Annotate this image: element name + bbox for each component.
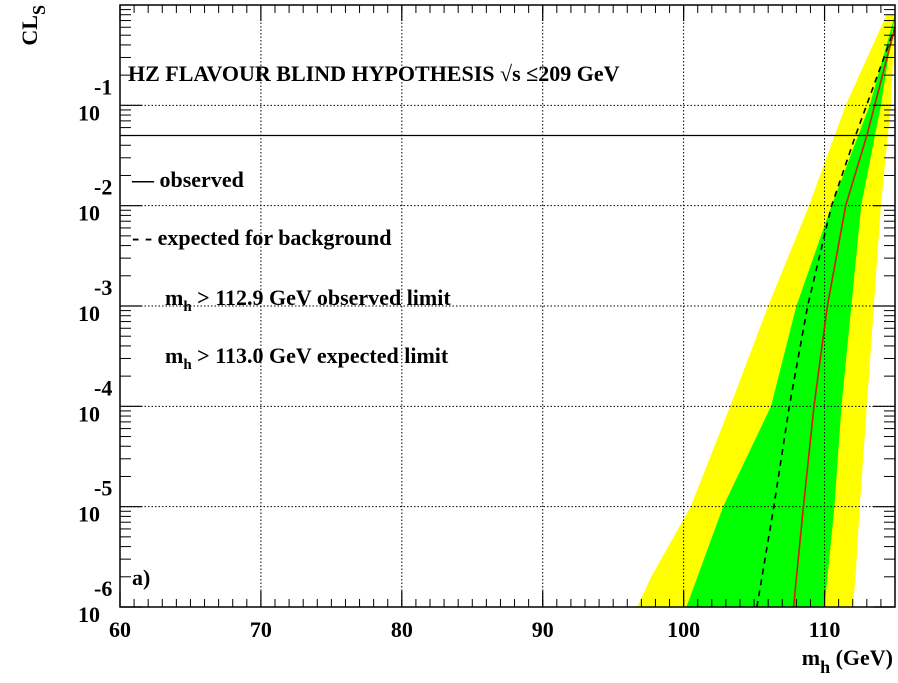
line (792, 27, 896, 608)
legend-entry: - - expected for background (132, 225, 392, 250)
x-tick-label: 80 (391, 617, 413, 642)
annotation: mh > 113.0 GeV expected limit (165, 343, 449, 373)
y-tick-label: 10 (78, 301, 100, 326)
x-tick-label: 70 (250, 617, 272, 642)
y-axis-label-main: CL (17, 15, 42, 46)
x-axis-label-sub: h (820, 657, 830, 677)
annotation-rest: > 112.9 GeV observed limit (192, 285, 452, 310)
y-tick-label: 10 (78, 201, 100, 226)
annotation-main: m (165, 343, 183, 368)
y-tick-label: 10 (78, 401, 100, 426)
x-tick-label: 60 (109, 617, 131, 642)
y-tick-exponent: -2 (94, 175, 112, 200)
y-tick-exponent: -1 (94, 74, 112, 99)
x-axis-label-main: m (802, 645, 820, 670)
x-axis-label: mh (GeV) (802, 645, 893, 677)
x-axis-label-rest: (GeV) (830, 645, 893, 670)
y-axis-label: CLS (17, 5, 49, 46)
chart-title: HZ FLAVOUR BLIND HYPOTHESIS √s ≤209 GeV (128, 61, 620, 86)
annotation-main: m (165, 285, 183, 310)
x-tick-label: 100 (667, 617, 700, 642)
y-tick-exponent: -6 (94, 576, 112, 601)
x-tick-label: 110 (809, 617, 841, 642)
y-tick-label: 10 (78, 502, 100, 527)
legend-entry: — observed (131, 167, 244, 192)
y-tick-exponent: -3 (94, 275, 112, 300)
annotation: mh > 112.9 GeV observed limit (165, 285, 451, 315)
y-tick-exponent: -5 (94, 476, 112, 501)
x-tick-label: 90 (532, 617, 554, 642)
band (686, 14, 895, 607)
line (756, 26, 896, 608)
y-axis-label-sub: S (29, 5, 49, 15)
y-tick-label: 10 (78, 100, 100, 125)
annotation-sub: h (183, 299, 192, 315)
annotation-sub: h (183, 357, 192, 373)
annotation-rest: > 113.0 GeV expected limit (192, 343, 449, 368)
panel-label: a) (132, 565, 150, 590)
y-tick-exponent: -4 (94, 375, 112, 400)
y-tick-label: 10 (78, 602, 100, 627)
